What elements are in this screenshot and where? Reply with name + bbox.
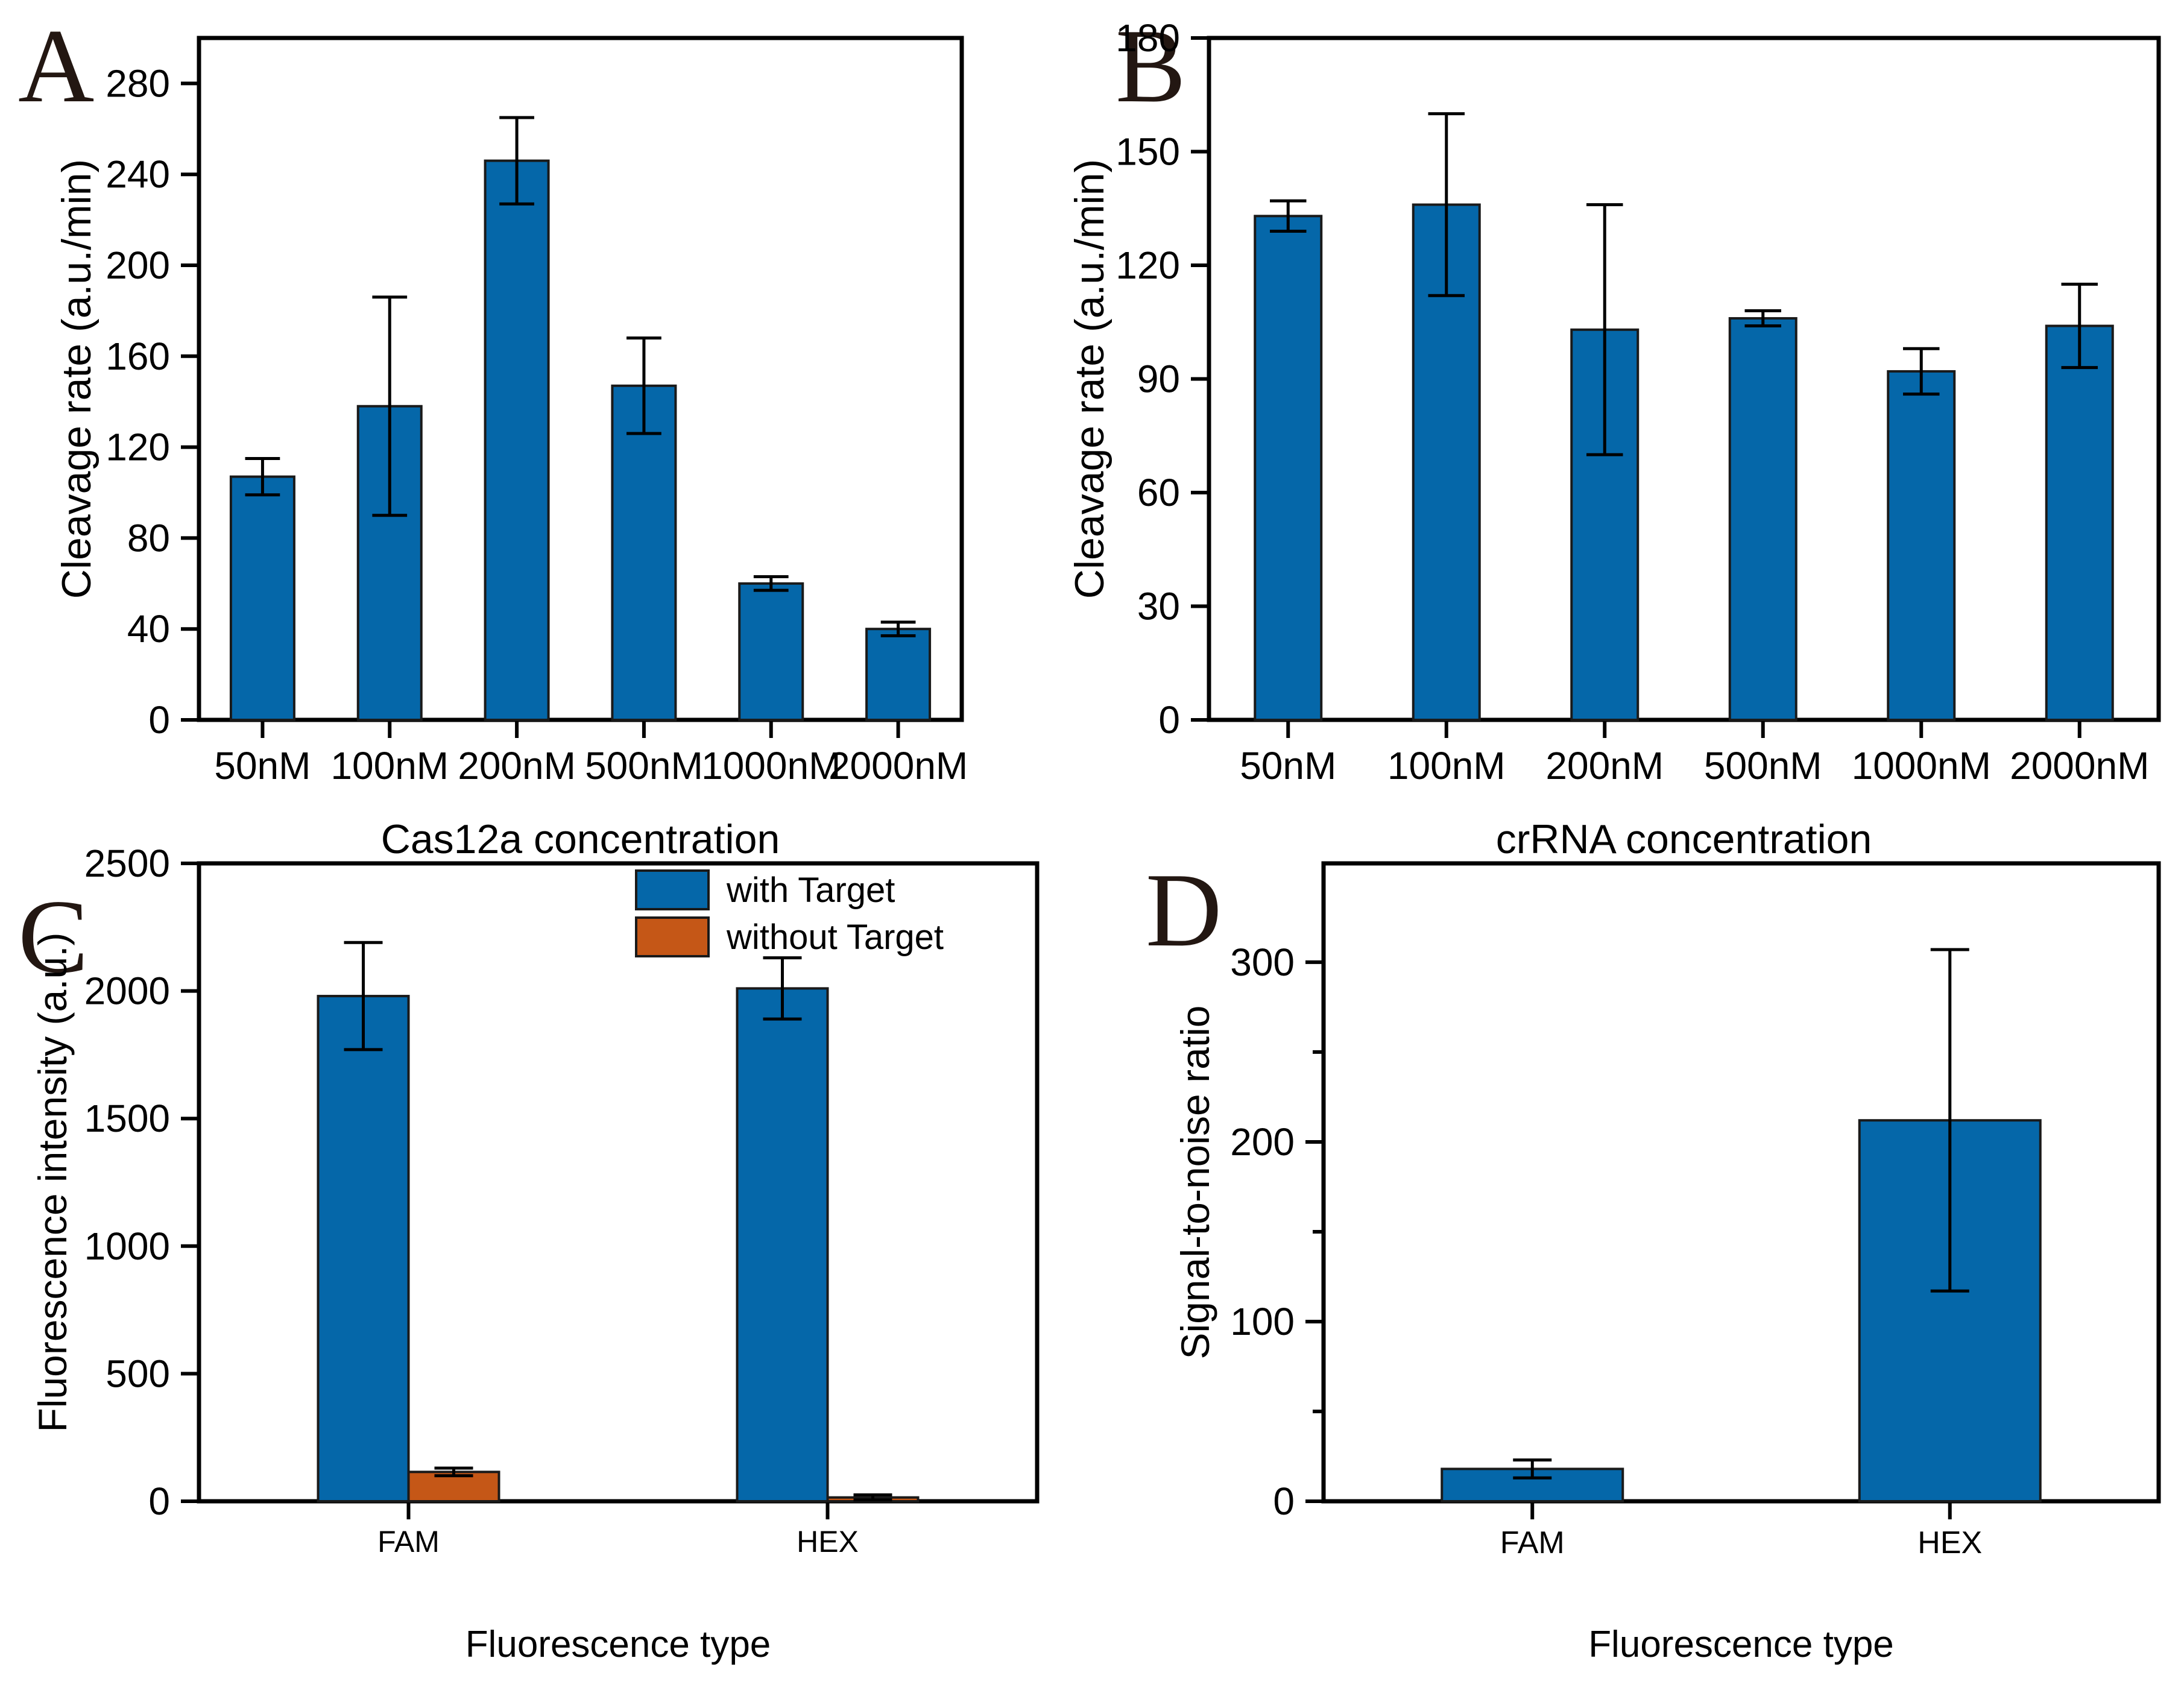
- x-tick-label-A-100nM: 100nM: [330, 744, 449, 787]
- plot-area-A: [197, 36, 964, 722]
- plot-area-C: [197, 861, 1040, 1504]
- y-tick-label-C-0: 0: [148, 1480, 170, 1523]
- x-axis-label-D: Fluorescence type: [1588, 1624, 1894, 1665]
- y-tick-label-B-60: 60: [1137, 471, 1180, 514]
- y-tick-label-B-120: 120: [1116, 244, 1180, 287]
- y-tick-label-C-500: 500: [106, 1352, 170, 1395]
- x-tick-label-A-2000nM: 2000nM: [828, 744, 968, 787]
- x-tick-label-A-500nM: 500nM: [585, 744, 703, 787]
- x-tick-label-A-200nM: 200nM: [458, 744, 576, 787]
- y-axis-label-D: Signal-to-noise ratio: [1173, 1006, 1217, 1360]
- y-tick-label-A-120: 120: [106, 426, 170, 469]
- x-tick-label-D-HEX: HEX: [1917, 1525, 1982, 1560]
- bar-B-50nM-series0: [1254, 215, 1323, 722]
- y-tick-label-B-90: 90: [1137, 358, 1180, 401]
- x-tick-label-A-50nM: 50nM: [214, 744, 311, 787]
- y-tick-label-D-0: 0: [1273, 1480, 1295, 1523]
- y-tick-label-C-1500: 1500: [84, 1097, 170, 1140]
- x-tick-label-B-100nM: 100nM: [1387, 744, 1506, 787]
- y-tick-label-C-2000: 2000: [84, 969, 170, 1013]
- x-tick-label-B-500nM: 500nM: [1704, 744, 1822, 787]
- y-tick-label-A-40: 40: [127, 607, 170, 651]
- x-axis-label-B: crRNA concentration: [1496, 816, 1872, 862]
- panel-A: A 0 40 80 120 160 200 240 280 50nM 100nM 200nM 500nM…: [18, 7, 968, 862]
- bar-A-500nM-series0: [611, 384, 677, 721]
- y-tick-label-B-30: 30: [1137, 585, 1180, 628]
- panel-letter-D: D: [1146, 851, 1222, 968]
- x-axis-label-A: Cas12a concentration: [381, 816, 780, 862]
- y-axis-label-C: Fluorescence intensity (a.u.): [30, 932, 75, 1432]
- bar-B-500nM-series0: [1728, 317, 1797, 721]
- y-tick-label-A-80: 80: [127, 516, 170, 560]
- panel-B: B 0 30 60 90 120 150 180 50nM 100nM 200nM 500nM 1000…: [1067, 7, 2161, 862]
- legend-swatch-1: [635, 916, 710, 957]
- y-tick-label-D-200: 200: [1230, 1120, 1295, 1164]
- panel-letter-A: A: [18, 7, 94, 124]
- y-axis-label-B: Cleavage rate (a.u./min): [1067, 159, 1113, 599]
- bar-A-1000nM-series0: [738, 582, 804, 721]
- bar-B-1000nM-series0: [1887, 370, 1956, 721]
- panel-letter-C: C: [18, 878, 89, 995]
- y-tick-label-B-180: 180: [1116, 16, 1180, 60]
- bar-B-2000nM-series0: [2045, 324, 2114, 721]
- bar-C-FAM-series0: [317, 995, 410, 1502]
- legend-label-1: without Target: [726, 918, 944, 957]
- y-tick-label-A-200: 200: [106, 244, 170, 287]
- legend-swatch-0: [635, 869, 710, 910]
- x-tick-label-B-1000nM: 1000nM: [1852, 744, 1991, 787]
- plot-area-D: [1321, 861, 2161, 1504]
- panel-letter-B: B: [1116, 7, 1186, 124]
- bar-C-HEX-series0: [736, 987, 829, 1503]
- y-axis-label-A: Cleavage rate (a.u./min): [54, 159, 99, 599]
- x-tick-label-C-HEX: HEX: [797, 1525, 859, 1559]
- bar-A-2000nM-series0: [865, 628, 932, 721]
- bar-A-200nM-series0: [484, 159, 550, 721]
- x-tick-label-A-1000nM: 1000nM: [701, 744, 841, 787]
- legend-label-0: with Target: [726, 871, 895, 910]
- y-tick-label-B-150: 150: [1116, 130, 1180, 174]
- panel-C: C 0 500 1000 1500 2000 2500 FAM HEX Fluorescence …: [18, 842, 1040, 1665]
- bar-A-100nM-series0: [356, 405, 423, 721]
- y-tick-label-D-100: 100: [1230, 1300, 1295, 1343]
- x-axis-label-C: Fluorescence type: [466, 1624, 771, 1665]
- panel-D: D 0 100 200 300 FAM HEX Signal-to-noise ratio Fl…: [1146, 851, 2161, 1665]
- x-tick-label-B-50nM: 50nM: [1240, 744, 1336, 787]
- y-tick-label-C-2500: 2500: [84, 842, 170, 885]
- y-tick-label-A-160: 160: [106, 335, 170, 378]
- y-tick-label-B-0: 0: [1158, 698, 1180, 742]
- y-tick-label-D-300: 300: [1230, 941, 1295, 984]
- plot-area-B: [1207, 36, 2161, 722]
- y-tick-label-C-1000: 1000: [84, 1225, 170, 1268]
- y-tick-label-A-280: 280: [106, 61, 170, 105]
- x-tick-label-C-FAM: FAM: [377, 1525, 440, 1559]
- x-tick-label-B-200nM: 200nM: [1545, 744, 1664, 787]
- bar-A-50nM-series0: [229, 475, 295, 721]
- x-tick-label-D-FAM: FAM: [1500, 1525, 1565, 1560]
- y-tick-label-A-0: 0: [148, 698, 170, 742]
- y-tick-label-A-240: 240: [106, 153, 170, 196]
- x-tick-label-B-2000nM: 2000nM: [2010, 744, 2149, 787]
